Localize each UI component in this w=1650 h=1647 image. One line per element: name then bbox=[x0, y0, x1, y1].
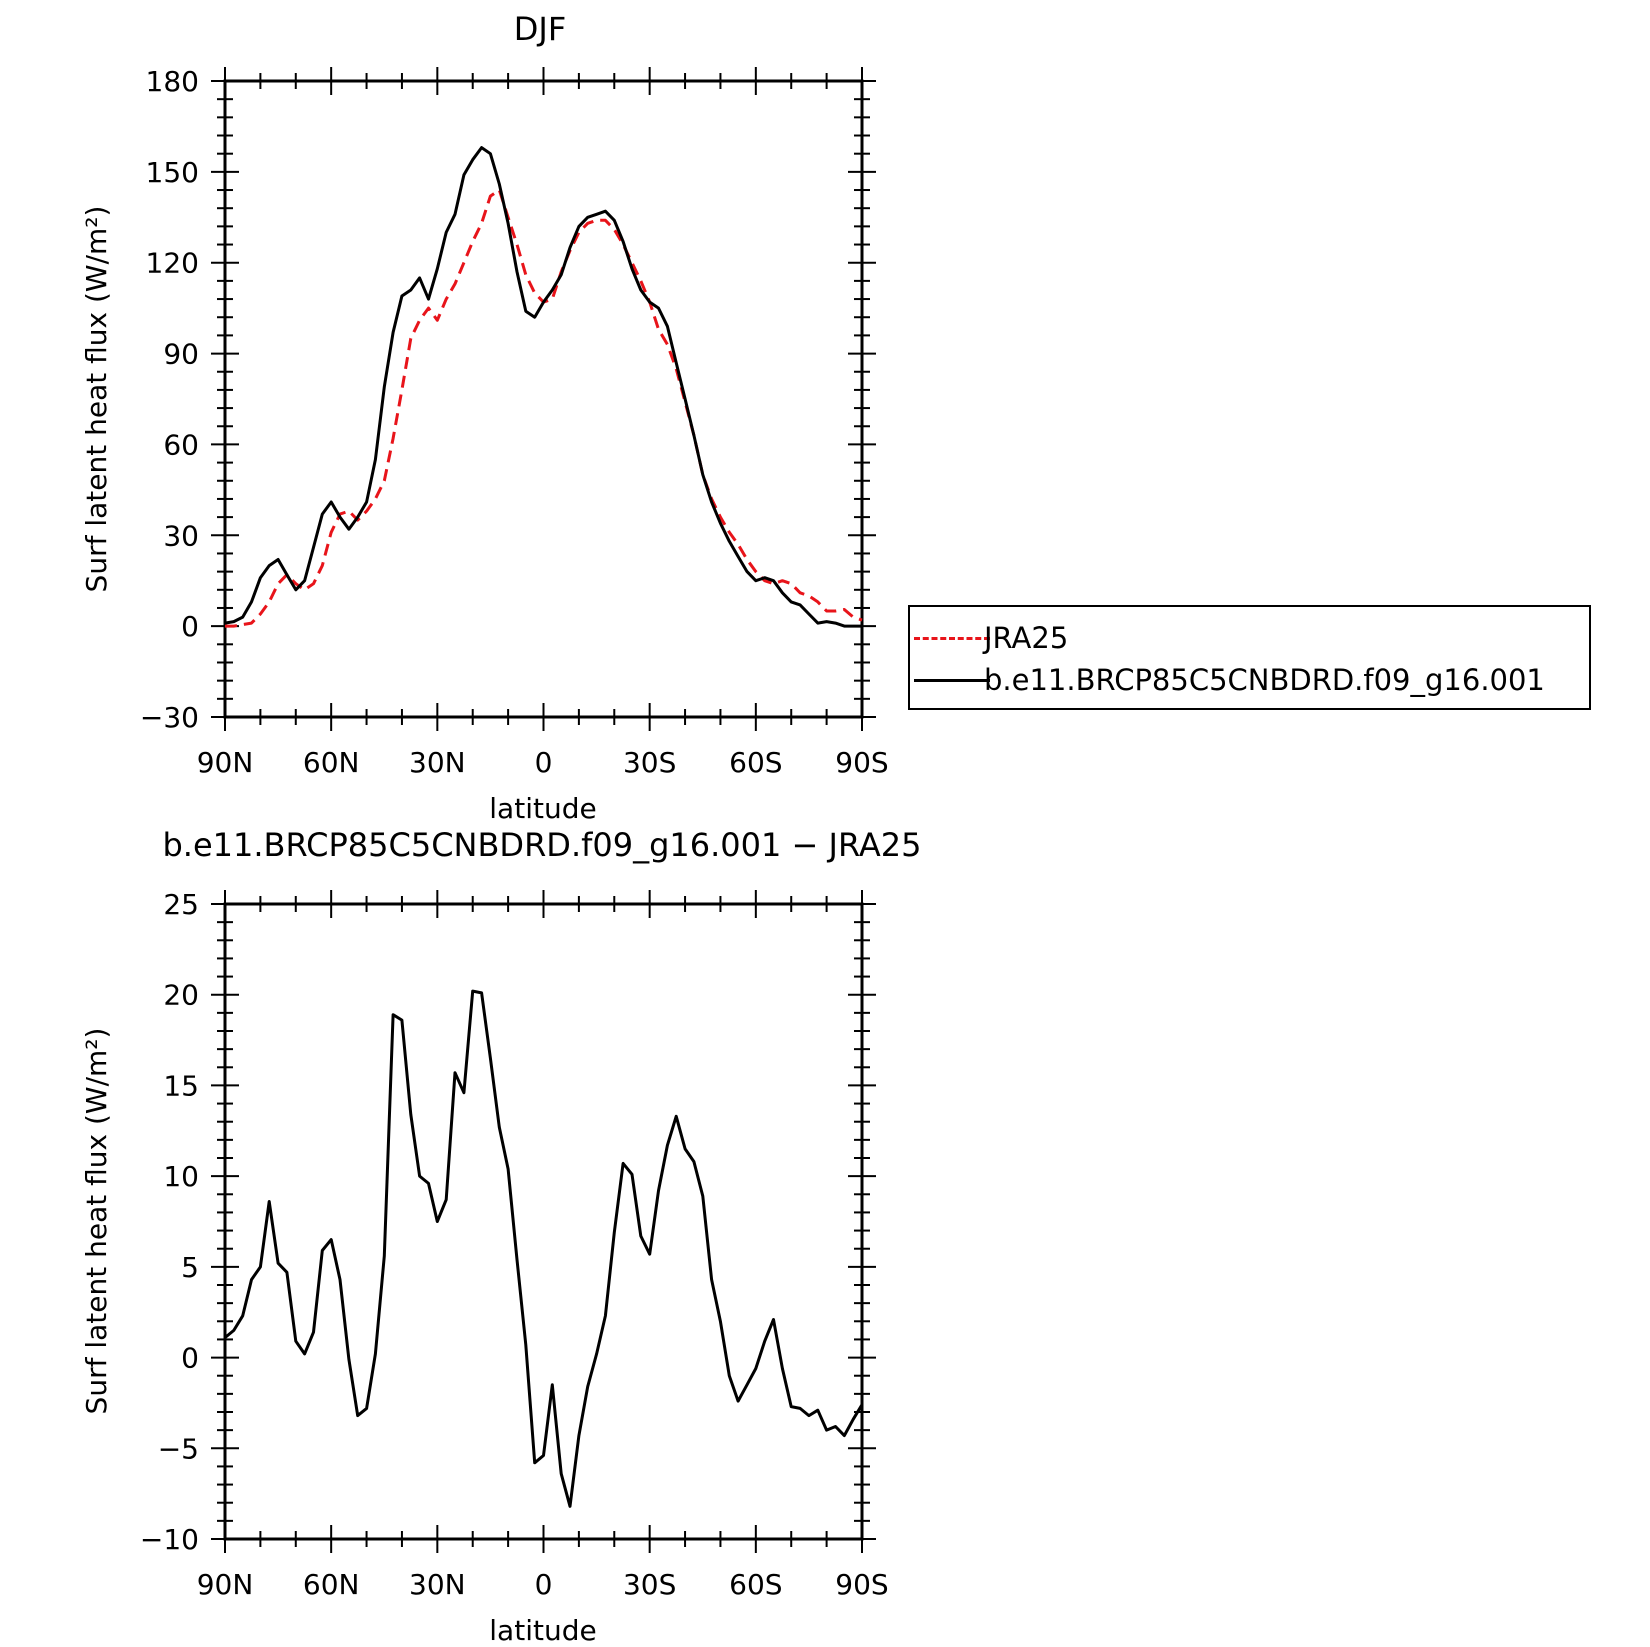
plot-frame bbox=[223, 79, 864, 719]
x-tick-label: 0 bbox=[535, 1568, 553, 1601]
y-tick-label: 180 bbox=[146, 65, 199, 98]
x-tick-label: 90N bbox=[197, 1568, 254, 1601]
x-tick-label: 60S bbox=[729, 1568, 782, 1601]
y-tick-label: −30 bbox=[140, 701, 199, 734]
y-tick-label: 20 bbox=[163, 979, 199, 1012]
x-tick-label: 30N bbox=[409, 1568, 466, 1601]
chart-title: DJF bbox=[514, 10, 566, 48]
legend-label: JRA25 bbox=[984, 621, 1069, 655]
legend-swatch-solid bbox=[914, 679, 990, 682]
x-tick-label: 30S bbox=[623, 1568, 676, 1601]
x-tick-label: 60N bbox=[303, 746, 360, 779]
legend-label: b.e11.BRCP85C5CNBDRD.f09_g16.001 bbox=[984, 663, 1545, 697]
legend-item-model: b.e11.BRCP85C5CNBDRD.f09_g16.001 bbox=[910, 659, 1589, 703]
legend-swatch-dashed bbox=[914, 637, 990, 640]
legend-item-jra25: JRA25 bbox=[910, 617, 1589, 661]
y-tick-label: 150 bbox=[146, 156, 199, 189]
x-tick-label: 90N bbox=[197, 746, 254, 779]
y-axis-label: Surf latent heat flux (W/m²) bbox=[80, 1028, 113, 1415]
y-tick-label: −10 bbox=[140, 1523, 199, 1556]
x-tick-labels: 90N 60N 30N 0 30S 60S 90S bbox=[197, 746, 889, 779]
y-tick-label: 60 bbox=[163, 428, 199, 461]
y-tick-label: 15 bbox=[163, 1069, 199, 1102]
ticks bbox=[211, 67, 876, 731]
y-axis-label: Surf latent heat flux (W/m²) bbox=[80, 206, 113, 593]
x-tick-label: 90S bbox=[835, 1568, 888, 1601]
ticks bbox=[211, 890, 876, 1553]
y-tick-label: 25 bbox=[163, 888, 199, 921]
y-tick-labels: −10 −5 0 5 10 15 20 25 bbox=[140, 888, 199, 1556]
x-axis-label: latitude bbox=[489, 792, 596, 825]
y-tick-label: 5 bbox=[181, 1251, 199, 1284]
x-tick-label: 30S bbox=[623, 746, 676, 779]
series-line-2 bbox=[224, 146, 862, 628]
series-line-1 bbox=[225, 188, 863, 628]
legend: JRA25 b.e11.BRCP85C5CNBDRD.f09_g16.001 bbox=[908, 605, 1591, 710]
x-axis-label: latitude bbox=[489, 1614, 596, 1647]
x-tick-label: 30N bbox=[409, 746, 466, 779]
y-tick-label: 0 bbox=[181, 1342, 199, 1375]
x-tick-label: 60N bbox=[303, 1568, 360, 1601]
chart-djf: DJF −30 0 30 60 90 120 150 180 90N 60N 30N 0 30S 60S… bbox=[80, 10, 889, 825]
x-tick-label: 60S bbox=[729, 746, 782, 779]
x-tick-label: 0 bbox=[535, 746, 553, 779]
series-lines bbox=[224, 989, 864, 1508]
y-tick-label: 90 bbox=[163, 338, 199, 371]
x-tick-label: 90S bbox=[835, 746, 888, 779]
y-tick-label: 0 bbox=[181, 610, 199, 643]
y-tick-label: 10 bbox=[163, 1160, 199, 1193]
y-tick-label: 120 bbox=[146, 247, 199, 280]
chart-difference: b.e11.BRCP85C5CNBDRD.f09_g16.001 − JRA25… bbox=[80, 826, 922, 1647]
y-tick-label: 30 bbox=[163, 519, 199, 552]
y-tick-label: −5 bbox=[158, 1432, 199, 1465]
series-lines bbox=[224, 146, 863, 628]
chart-title: b.e11.BRCP85C5CNBDRD.f09_g16.001 − JRA25 bbox=[162, 826, 921, 864]
x-tick-labels: 90N 60N 30N 0 30S 60S 90S bbox=[197, 1568, 889, 1601]
y-tick-labels: −30 0 30 60 90 120 150 180 bbox=[140, 65, 199, 734]
series-line-1 bbox=[224, 989, 864, 1508]
